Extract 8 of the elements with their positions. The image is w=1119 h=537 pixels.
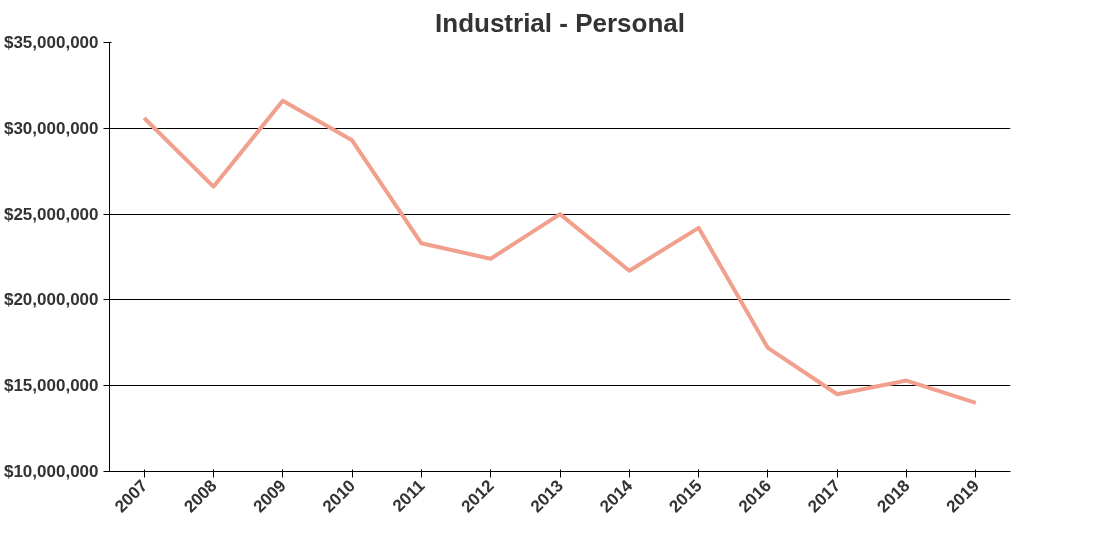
y-tick-label: $15,000,000 (3, 376, 99, 396)
line-series (142, 98, 978, 405)
chart-title: Industrial - Personal (435, 7, 685, 38)
y-tick-label: $10,000,000 (3, 462, 99, 481)
y-tick-label: $35,000,000 (3, 33, 99, 52)
y-tick-label: $20,000,000 (3, 290, 99, 310)
y-tick-label: $30,000,000 (3, 118, 99, 138)
y-tick-label: $25,000,000 (3, 204, 99, 224)
